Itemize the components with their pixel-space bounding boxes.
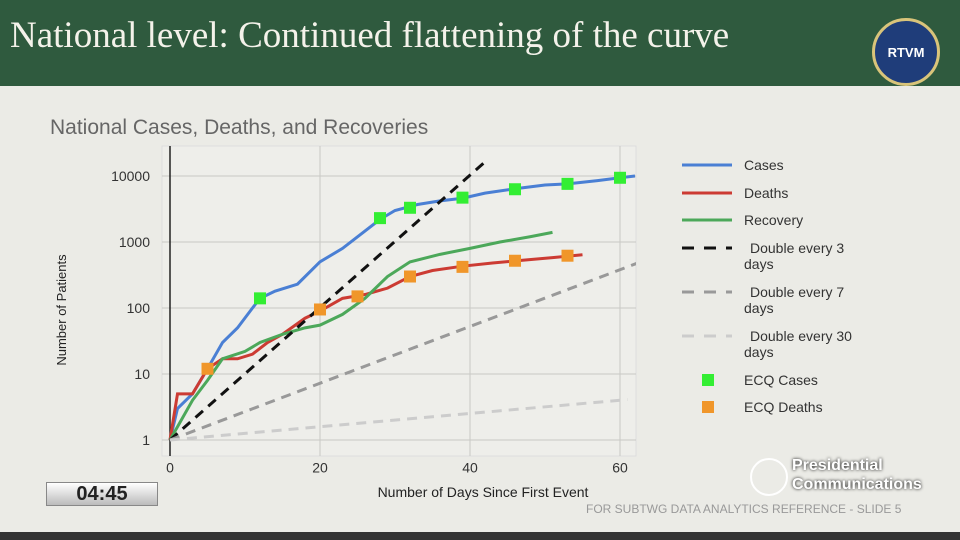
ecq-deaths-marker: [314, 303, 326, 316]
legend-label: days: [744, 256, 774, 272]
seal-icon: [750, 458, 788, 496]
ecq-deaths-marker: [351, 290, 364, 303]
legend-label: Cases: [744, 157, 784, 173]
y-tick-label: 100: [127, 300, 151, 316]
ecq-cases-marker: [456, 191, 469, 204]
legend-label: Double every 7: [750, 284, 844, 300]
y-axis-label: Number of Patients: [54, 254, 69, 366]
x-axis-label: Number of Days Since First Event: [378, 484, 589, 500]
legend-swatch: [702, 374, 714, 386]
ecq-deaths-marker: [561, 249, 574, 262]
ecq-cases-marker: [509, 183, 521, 196]
rtvm-logo: RTVM: [872, 18, 940, 86]
slide-title: National level: Continued flattening of …: [10, 15, 730, 56]
ecq-cases-marker: [404, 201, 416, 214]
bottom-bar: [0, 532, 960, 540]
watermark-line1: Presidential: [792, 457, 883, 474]
timer: 04:45: [46, 482, 158, 506]
x-tick-label: 20: [312, 459, 328, 475]
legend-label: ECQ Cases: [744, 372, 818, 388]
x-tick-label: 0: [166, 459, 174, 475]
plot-area: [161, 145, 637, 457]
y-tick-label: 1: [142, 432, 150, 448]
legend-label: Recovery: [744, 212, 803, 228]
ecq-cases-marker: [254, 292, 266, 305]
y-tick-label: 10000: [111, 168, 150, 184]
legend-label: Double every 3: [750, 240, 844, 256]
ecq-deaths-marker: [509, 254, 521, 267]
legend-label: Double every 30: [750, 328, 852, 344]
ecq-deaths-marker: [201, 362, 214, 375]
ecq-cases-marker: [561, 177, 574, 190]
ecq-cases-marker: [374, 212, 386, 225]
legend-swatch: [702, 401, 714, 413]
x-tick-label: 40: [462, 459, 478, 475]
x-tick-label: 60: [612, 459, 628, 475]
logo-text: RTVM: [887, 44, 925, 60]
legend-label: Deaths: [744, 185, 788, 201]
recovery-line: [168, 230, 553, 441]
footer-text: FOR SUBTWG DATA ANALYTICS REFERENCE - SL…: [586, 502, 902, 516]
legend-label: days: [744, 344, 774, 360]
title-banner: National level: Continued flattening of …: [0, 0, 960, 86]
legend-label: days: [744, 300, 774, 316]
double-every-30-days-line: [169, 398, 628, 442]
watermark-line2: Communications: [792, 476, 922, 493]
y-tick-label: 10: [134, 366, 150, 382]
double-every-3-days-line: [169, 160, 486, 442]
y-tick-label: 1000: [119, 234, 150, 250]
legend-label: ECQ Deaths: [744, 399, 823, 415]
ecq-deaths-marker: [456, 260, 469, 273]
cases-line: [168, 174, 636, 441]
chart-title: National Cases, Deaths, and Recoveries: [50, 116, 429, 139]
ecq-cases-marker: [614, 171, 626, 184]
ecq-deaths-marker: [404, 270, 416, 283]
